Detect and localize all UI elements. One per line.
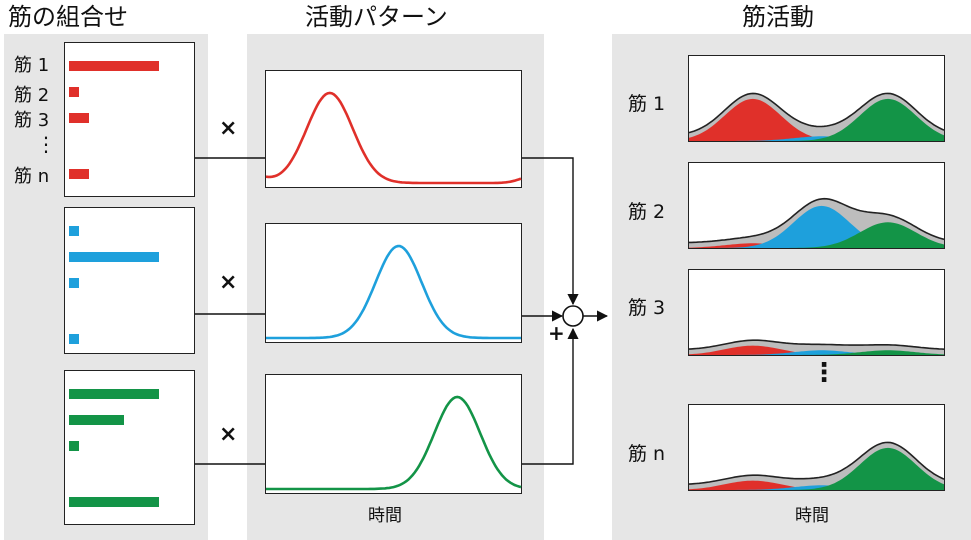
sum-node: [562, 305, 584, 327]
activity-label-muscle-n: 筋 n: [628, 443, 666, 465]
pattern-title: 活動パターン: [305, 3, 448, 31]
multiply-sign-3: ×: [219, 422, 238, 447]
activity-envelope-1: [688, 92, 945, 134]
activity-label-muscle-2: 筋 2: [628, 201, 666, 223]
activity-area-red-3: [689, 345, 944, 355]
combination-title: 筋の組合せ: [8, 3, 128, 31]
activity-box-3: [688, 269, 945, 356]
weight-bar-1-4: [69, 169, 89, 179]
activity-envelope-2: [689, 197, 945, 244]
weight-bar-3-4: [69, 497, 159, 507]
pattern-curve-1: [265, 91, 522, 185]
weight-bar-1-3: [69, 113, 89, 123]
activity-area-green-4: [689, 447, 944, 490]
synergy-weights-box-2: [64, 207, 195, 354]
pattern-box-2: [265, 223, 522, 343]
weight-bar-2-4: [69, 334, 79, 344]
weight-bar-3-2: [69, 415, 124, 425]
weight-bar-2-3: [69, 278, 79, 288]
activity-envelope-3: [688, 339, 945, 350]
multiply-sign-2: ×: [219, 270, 238, 295]
multiply-sign-1: ×: [219, 116, 238, 141]
weight-bar-3-1: [69, 389, 159, 399]
activity-envelope-4: [688, 441, 945, 485]
activity-area-red-1: [689, 98, 944, 141]
pattern-curve-3: [266, 395, 522, 491]
pattern-time-label: 時間: [368, 506, 402, 526]
combination-label-vdots: ⋮: [36, 132, 56, 156]
activity-area-green-2: [689, 222, 944, 248]
activity-time-label: 時間: [795, 506, 829, 526]
weight-bar-3-3: [69, 441, 79, 451]
pattern-curves: [265, 91, 522, 491]
activity-label-muscle-1: 筋 1: [628, 93, 666, 115]
activity-area-green-1: [689, 98, 944, 141]
activity-label-muscle-3: 筋 3: [628, 297, 666, 319]
combination-label-muscle-3: 筋 3: [14, 110, 50, 131]
connector-pattern-1: [522, 157, 579, 306]
activity-area-blue-4: [689, 485, 944, 490]
connector-pattern-3: [522, 327, 579, 465]
weight-bar-1-1: [69, 61, 159, 71]
activity-area-red-4: [689, 480, 944, 490]
combination-label-muscle-1: 筋 1: [14, 55, 50, 76]
activity-vdots: ⋮: [811, 358, 837, 388]
weight-bar-2-1: [69, 226, 79, 236]
activity-title: 筋活動: [742, 3, 814, 31]
activity-curves: [688, 92, 945, 490]
weight-bar-1-2: [69, 87, 79, 97]
pattern-curve-2: [266, 244, 521, 340]
activity-area-blue-3: [689, 350, 944, 355]
activity-area-blue-1: [689, 136, 944, 141]
activity-area-blue-2: [689, 205, 944, 248]
combination-label-muscle-2: 筋 2: [14, 85, 50, 106]
combination-label-muscle-n: 筋 n: [14, 166, 50, 187]
activity-area-green-3: [689, 350, 944, 355]
weight-bar-2-2: [69, 252, 159, 262]
sum-sign: +: [548, 321, 565, 345]
